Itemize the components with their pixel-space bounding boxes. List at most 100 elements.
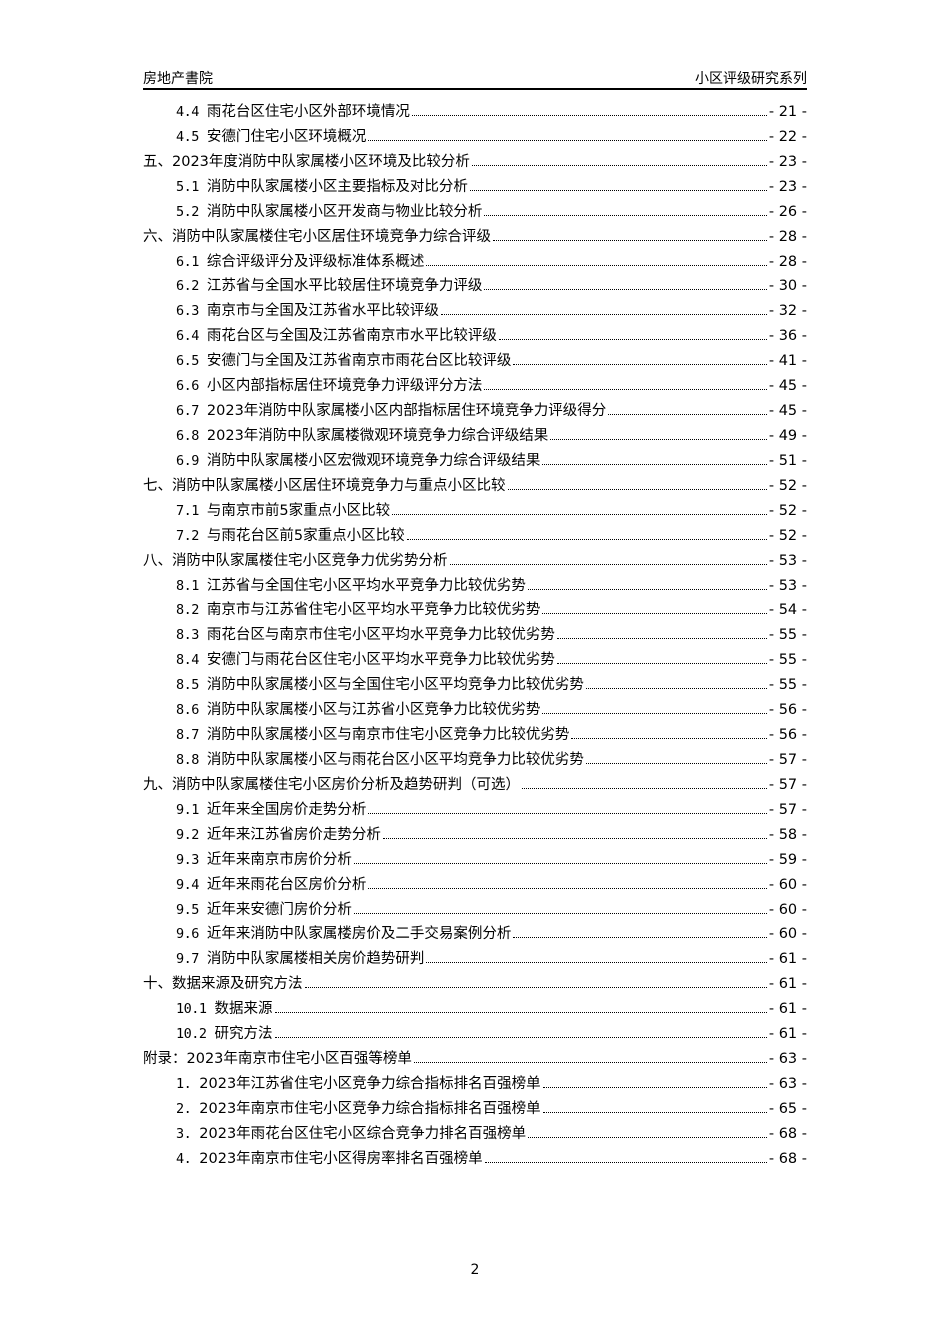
toc-entry-number: 8.4 [176,652,199,669]
toc-section-entry[interactable]: 9.3 近年来南京市房价分析 - 59 - [143,848,807,873]
toc-section-entry[interactable]: 6.5 安德门与全国及江苏省南京市雨花台区比较评级 - 41 - [143,349,807,374]
toc-entry-page: - 56 - [768,702,807,719]
toc-section-entry[interactable]: 2. 2023年南京市住宅小区竞争力综合指标排名百强榜单 - 65 - [143,1097,807,1122]
toc-entry-number: 4.4 [176,104,199,120]
toc-section-entry[interactable]: 6.9 消防中队家属楼小区宏微观环境竞争力综合评级结果 - 51 - [143,449,807,474]
toc-section-entry[interactable]: 3. 2023年雨花台区住宅小区综合竞争力排名百强榜单 - 68 - [143,1122,807,1147]
toc-entry-title: 南京市与全国及江苏省水平比较评级 [206,303,439,320]
toc-entry-title: 消防中队家属楼小区主要指标及对比分析 [206,178,468,195]
toc-section-entry[interactable]: 4. 2023年南京市住宅小区得房率排名百强榜单 - 68 - [143,1147,807,1172]
toc-entry-title: 七、消防中队家属楼小区居住环境竞争力与重点小区比较 [143,477,506,494]
toc-section-entry[interactable]: 6.3 南京市与全国及江苏省水平比较评级 - 32 - [143,299,807,324]
toc-section-entry[interactable]: 8.4 安德门与雨花台区住宅小区平均水平竞争力比较优劣势 - 55 - [143,648,807,673]
toc-entry-number: 6.7 [176,403,199,420]
toc-entry-page: - 53 - [768,552,807,569]
toc-entry-title: 近年来雨花台区房价分析 [206,876,367,893]
dot-leader [449,563,767,565]
toc-entry-page: - 36 - [768,328,807,345]
toc-entry-page: - 68 - [768,1150,807,1167]
toc-chapter-entry[interactable]: 六、消防中队家属楼住宅小区居住环境竞争力综合评级 - 28 - [143,225,807,250]
toc-section-entry[interactable]: 8.7 消防中队家属楼小区与南京市住宅小区竞争力比较优劣势 - 56 - [143,723,807,748]
toc-entry-title: 安德门与雨花台区住宅小区平均水平竞争力比较优劣势 [206,652,555,669]
toc-entry-title: 雨花台区与南京市住宅小区平均水平竞争力比较优劣势 [206,627,555,644]
dot-leader [471,164,767,166]
toc-chapter-entry[interactable]: 十、数据来源及研究方法 - 61 - [143,972,807,997]
toc-chapter-entry[interactable]: 九、消防中队家属楼住宅小区房价分析及趋势研判（可选） - 57 - [143,773,807,798]
toc-entry-title: 消防中队家属楼小区宏微观环境竞争力综合评级结果 [206,452,541,469]
toc-section-entry[interactable]: 8.2 南京市与江苏省住宅小区平均水平竞争力比较优劣势 - 54 - [143,598,807,623]
toc-entry-number: 7.2 [176,527,199,544]
toc-section-entry[interactable]: 5.1 消防中队家属楼小区主要指标及对比分析 - 23 - [143,175,807,200]
toc-entry-title: 近年来全国房价走势分析 [206,801,367,818]
toc-section-entry[interactable]: 7.1 与南京市前5家重点小区比较 - 52 - [143,499,807,524]
toc-section-entry[interactable]: 1. 2023年江苏省住宅小区竞争力综合指标排名百强榜单 - 63 - [143,1072,807,1097]
toc-entry-page: - 41 - [768,353,807,370]
toc-entry-title: 2023年消防中队家属楼微观环境竞争力综合评级结果 [206,427,549,444]
toc-entry-page: - 26 - [768,203,807,220]
toc-section-entry[interactable]: 9.1 近年来全国房价走势分析 - 57 - [143,798,807,823]
toc-entry-number: 4.5 [176,128,199,145]
toc-entry-page: - 55 - [768,627,807,644]
toc-section-entry[interactable]: 8.1 江苏省与全国住宅小区平均水平竞争力比较优劣势 - 53 - [143,574,807,599]
toc-section-entry[interactable]: 6.7 2023年消防中队家属楼小区内部指标居住环境竞争力评级得分 - 45 - [143,399,807,424]
toc-entry-page: - 57 - [768,776,807,793]
toc-entry-title: 八、消防中队家属楼住宅小区竞争力优劣势分析 [143,552,448,569]
toc-section-entry[interactable]: 8.5 消防中队家属楼小区与全国住宅小区平均竞争力比较优劣势 - 55 - [143,673,807,698]
toc-chapter-entry[interactable]: 五、2023年度消防中队家属楼小区环境及比较分析 - 23 - [143,150,807,175]
toc-entry-page: - 55 - [768,652,807,669]
toc-entry-page: - 58 - [768,826,807,843]
toc-entry-title: 与南京市前5家重点小区比较 [206,502,391,519]
toc-entry-page: - 63 - [768,1075,807,1092]
toc-entry-page: - 61 - [768,951,807,968]
toc-entry-page: - 57 - [768,751,807,768]
toc-entry-number: 8.5 [176,677,199,694]
toc-entry-page: - 61 - [768,1001,807,1018]
toc-section-entry[interactable]: 8.8 消防中队家属楼小区与雨花台区小区平均竞争力比较优劣势 - 57 - [143,748,807,773]
toc-entry-title: 近年来安德门房价分析 [206,901,352,918]
toc-section-entry[interactable]: 4.5 安德门住宅小区环境概况 - 22 - [143,125,807,150]
toc-section-entry[interactable]: 6.1 综合评级评分及评级标准体系概述 - 28 - [143,250,807,275]
toc-section-entry[interactable]: 10.2 研究方法 - 61 - [143,1022,807,1047]
toc-entry-number: 10.1 [176,1001,207,1018]
dot-leader [368,887,767,889]
toc-chapter-entry[interactable]: 八、消防中队家属楼住宅小区竞争力优劣势分析 - 53 - [143,549,807,574]
toc-section-entry[interactable]: 9.2 近年来江苏省房价走势分析 - 58 - [143,823,807,848]
toc-entry-page: - 30 - [768,278,807,295]
toc-section-entry[interactable]: 10.1 数据来源 - 61 - [143,997,807,1022]
header-right: 小区评级研究系列 [695,71,807,87]
toc-entry-number: 3. [176,1125,192,1142]
toc-section-entry[interactable]: 8.3 雨花台区与南京市住宅小区平均水平竞争力比较优劣势 - 55 - [143,623,807,648]
dot-leader [304,986,767,989]
toc-section-entry[interactable]: 6.6 小区内部指标居住环境竞争力评级评分方法 - 45 - [143,374,807,399]
toc-section-entry[interactable]: 6.4 雨花台区与全国及江苏省南京市水平比较评级 - 36 - [143,324,807,349]
toc-entry-number: 8.2 [176,602,199,619]
toc-section-entry[interactable]: 8.6 消防中队家属楼小区与江苏省小区竞争力比较优劣势 - 56 - [143,698,807,723]
toc-section-entry[interactable]: 9.7 消防中队家属楼相关房价趋势研判 - 61 - [143,947,807,972]
toc-entry-number: 6.3 [176,303,199,320]
dot-leader [542,612,767,615]
toc-entry-title: 江苏省与全国水平比较居住环境竞争力评级 [206,278,483,295]
toc-entry-page: - 28 - [768,253,807,270]
toc-entry-title: 南京市与江苏省住宅小区平均水平竞争力比较优劣势 [206,602,541,619]
toc-section-entry[interactable]: 7.2 与雨花台区前5家重点小区比较 - 52 - [143,524,807,549]
toc-entry-number: 6.1 [176,253,199,270]
toc-chapter-entry[interactable]: 七、消防中队家属楼小区居住环境竞争力与重点小区比较 - 52 - [143,474,807,499]
toc-entry-page: - 49 - [768,427,807,444]
toc-section-entry[interactable]: 4.4 雨花台区住宅小区外部环境情况 - 21 - [143,100,807,125]
toc-section-entry[interactable]: 9.4 近年来雨花台区房价分析 - 60 - [143,873,807,898]
toc-chapter-entry[interactable]: 附录：2023年南京市住宅小区百强等榜单 - 63 - [143,1047,807,1072]
toc-section-entry[interactable]: 9.5 近年来安德门房价分析 - 60 - [143,898,807,923]
dot-leader [493,239,767,241]
toc-entry-page: - 53 - [768,577,807,594]
toc-entry-number: 8.6 [176,702,199,719]
toc-entry-page: - 23 - [768,178,807,195]
toc-entry-page: - 65 - [768,1100,807,1117]
toc-section-entry[interactable]: 6.8 2023年消防中队家属楼微观环境竞争力综合评级结果 - 49 - [143,424,807,449]
toc-section-entry[interactable]: 9.6 近年来消防中队家属楼房价及二手交易案例分析 - 60 - [143,922,807,947]
toc-entry-title: 安德门与全国及江苏省南京市雨花台区比较评级 [206,353,512,370]
toc-entry-number: 5.2 [176,203,199,220]
toc-section-entry[interactable]: 6.2 江苏省与全国水平比较居住环境竞争力评级 - 30 - [143,274,807,299]
toc-entry-number: 2. [176,1100,192,1117]
dot-leader [585,762,767,764]
toc-section-entry[interactable]: 5.2 消防中队家属楼小区开发商与物业比较分析 - 26 - [143,200,807,225]
